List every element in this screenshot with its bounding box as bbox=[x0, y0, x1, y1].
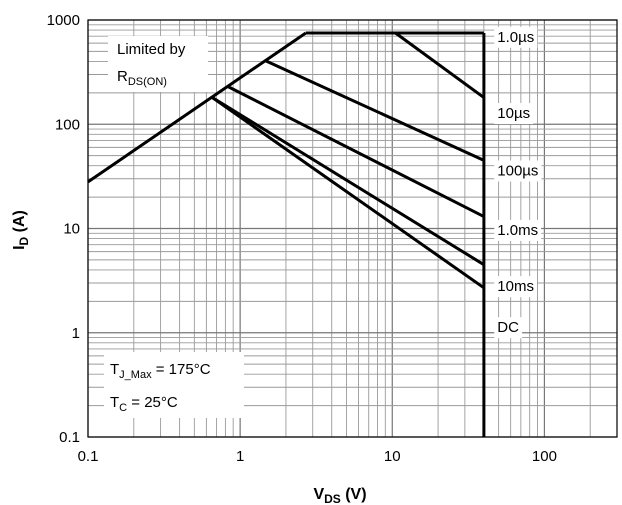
curve-label-bg bbox=[494, 317, 523, 339]
curve-label: DC bbox=[497, 319, 519, 336]
series-10-s bbox=[394, 31, 485, 99]
x-tick-label: 100 bbox=[532, 448, 557, 465]
y-tick-label: 0.1 bbox=[59, 429, 80, 446]
curve-label-bg bbox=[494, 103, 534, 125]
series-lines bbox=[87, 31, 486, 437]
rds-on-text: RDS(ON) bbox=[117, 68, 167, 88]
tick-labels: 0.1 1 10 100 0.1 1 10 100 1000 bbox=[47, 12, 557, 465]
curve-label: 10ms bbox=[497, 278, 534, 295]
series-dc bbox=[210, 95, 485, 290]
curve-labels: 1.0µs 10µs 100µs 1.0ms 10ms DC bbox=[497, 29, 538, 336]
series-1-0ms bbox=[227, 85, 485, 218]
limited-by-box bbox=[108, 36, 208, 92]
curve-label: 1.0ms bbox=[497, 222, 538, 239]
y-tick-label: 1 bbox=[72, 325, 80, 342]
x-axis-title: VDS (V) bbox=[313, 486, 366, 505]
curve-label-bg bbox=[494, 219, 542, 241]
series-100-s bbox=[264, 59, 485, 162]
x-tick-label: 10 bbox=[384, 448, 401, 465]
curve-label: 100µs bbox=[497, 163, 538, 180]
y-tick-label: 1000 bbox=[47, 12, 80, 29]
curve-label: 10µs bbox=[497, 105, 530, 122]
tc-text: TC = 25°C bbox=[110, 394, 178, 414]
series-rds-on-limit bbox=[87, 31, 307, 184]
x-tick-label: 0.1 bbox=[78, 448, 99, 465]
y-tick-label: 10 bbox=[63, 221, 80, 238]
conditions-box bbox=[104, 352, 244, 418]
plot-frame bbox=[87, 19, 618, 438]
curve-label-bg bbox=[494, 26, 538, 48]
limited-by-text: Limited by bbox=[117, 41, 186, 58]
label-boxes bbox=[494, 26, 542, 339]
y-axis-title: ID (A) bbox=[11, 210, 31, 250]
curve-label-bg bbox=[494, 276, 537, 298]
x-tick-label: 1 bbox=[236, 448, 244, 465]
curve-label: 1.0µs bbox=[497, 29, 534, 46]
tj-max-text: TJ_Max = 175°C bbox=[110, 361, 211, 381]
y-tick-label: 100 bbox=[55, 116, 80, 133]
series-10ms bbox=[210, 95, 485, 266]
curve-label-bg bbox=[494, 160, 542, 182]
